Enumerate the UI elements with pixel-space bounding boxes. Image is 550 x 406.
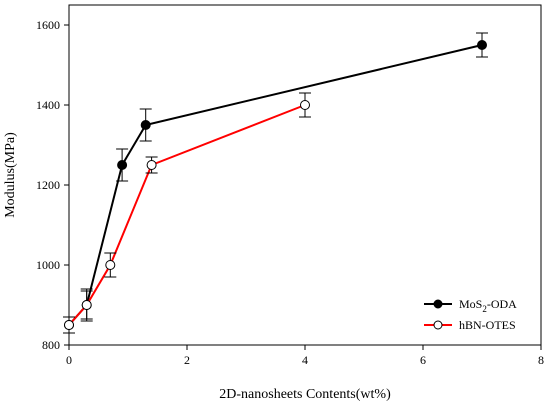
legend-label-mos2-oda: MoS2-ODA — [459, 297, 517, 314]
series-hbn-otes — [63, 92, 311, 334]
data-point-mos2-oda — [140, 120, 151, 130]
x-tick-label: 2 — [184, 353, 190, 367]
series-mos2-oda — [63, 32, 488, 334]
axis-ticks: 0 2 4 6 8 800 1000 1200 1400 1600 — [36, 18, 544, 367]
data-point-hbn-otes — [146, 160, 157, 170]
y-tick-label: 1200 — [36, 178, 60, 192]
data-point-hbn-otes — [300, 100, 310, 110]
legend-label-hbn-otes: hBN-OTES — [459, 318, 516, 332]
x-tick-label: 0 — [66, 353, 72, 367]
x-tick-label: 4 — [302, 353, 308, 367]
series-line-hbn-otes — [68, 104, 306, 326]
data-point-mos2-oda — [477, 40, 487, 50]
x-axis-title: 2D-nanosheets Contents(wt%) — [219, 387, 391, 402]
y-tick-label: 1000 — [36, 258, 60, 272]
data-point-hbn-otes — [81, 300, 92, 310]
data-point-hbn-otes — [105, 260, 116, 270]
data-point-mos2-oda — [117, 160, 128, 170]
legend-marker-hbn-otes — [433, 320, 443, 330]
x-tick-label: 8 — [538, 353, 544, 367]
legend-marker-mos2-oda — [433, 299, 443, 309]
x-tick-label: 6 — [420, 353, 426, 367]
series-layer — [63, 32, 488, 334]
y-tick-label: 1600 — [36, 18, 60, 32]
legend: MoS2-ODA hBN-OTES — [424, 297, 517, 332]
y-tick-label: 1400 — [36, 98, 60, 112]
plot-frame — [68, 4, 542, 346]
y-tick-label: 800 — [42, 338, 60, 352]
y-axis-title: Modulus(MPa) — [3, 132, 18, 218]
series-line-mos2-oda — [68, 44, 483, 326]
data-point-hbn-otes — [64, 320, 74, 330]
